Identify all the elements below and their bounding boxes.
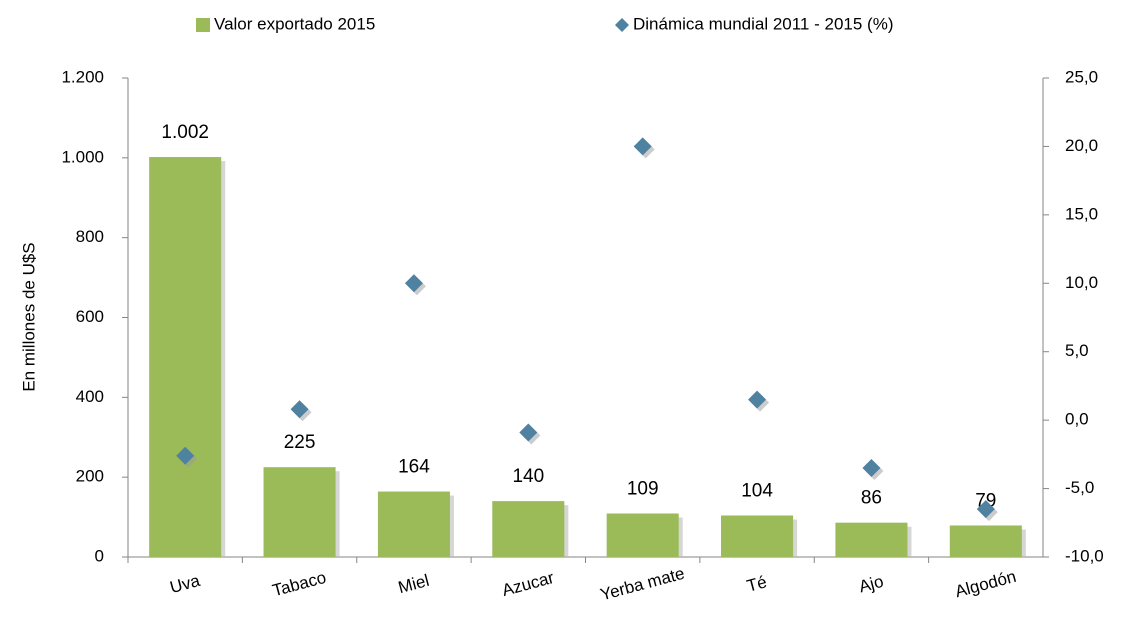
marker (976, 500, 995, 519)
y-tick-label: 200 (76, 467, 104, 486)
marker (633, 137, 652, 156)
y-tick-label: 800 (76, 227, 104, 246)
x-tick-label: Algodón (953, 567, 1018, 602)
marker (748, 390, 767, 409)
marker (176, 446, 195, 465)
legend-label: Valor exportado 2015 (214, 14, 375, 33)
marker (862, 459, 881, 478)
data-label: 1.002 (161, 122, 209, 143)
y-tick-label: 600 (76, 307, 104, 326)
bar (835, 522, 908, 557)
y2-tick-label: 20,0 (1065, 136, 1098, 155)
bar (263, 467, 336, 557)
bar (377, 491, 450, 557)
y2-tick-label: -10,0 (1065, 546, 1104, 565)
data-label: 109 (627, 479, 659, 500)
y2-tick-label: 0,0 (1065, 410, 1089, 429)
bar (949, 525, 1022, 557)
bar (721, 515, 794, 557)
data-label: 104 (741, 481, 773, 502)
legend-label: Dinámica mundial 2011 - 2015 (%) (633, 14, 893, 33)
x-tick-label: Té (745, 572, 769, 595)
legend-swatch (615, 18, 629, 32)
marker (519, 423, 538, 442)
x-tick-label: Yerba mate (598, 564, 686, 605)
y2-tick-label: -5,0 (1065, 478, 1094, 497)
legend-swatch (196, 18, 210, 32)
x-tick-label: Miel (396, 571, 431, 597)
y2-tick-label: 25,0 (1065, 67, 1098, 86)
marker (290, 400, 309, 419)
data-label: 140 (512, 466, 544, 487)
bar (149, 157, 222, 557)
x-tick-label: Azucar (500, 568, 556, 600)
y-tick-label: 1.000 (61, 147, 104, 166)
data-label: 225 (284, 432, 316, 453)
y-tick-label: 400 (76, 387, 104, 406)
data-label: 164 (398, 457, 430, 478)
bar (606, 513, 679, 557)
y2-tick-label: 15,0 (1065, 204, 1098, 223)
x-tick-label: Tabaco (270, 568, 328, 601)
y-tick-label: 0 (95, 546, 104, 565)
bar (492, 501, 565, 557)
y2-tick-label: 5,0 (1065, 341, 1089, 360)
x-tick-label: Ajo (857, 572, 886, 597)
marker (404, 274, 423, 293)
y-axis-label: En millones de U$S (19, 242, 38, 391)
x-tick-label: Uva (168, 571, 203, 597)
data-label: 86 (861, 488, 882, 509)
y-tick-label: 1.200 (61, 67, 104, 86)
y2-tick-label: 10,0 (1065, 273, 1098, 292)
